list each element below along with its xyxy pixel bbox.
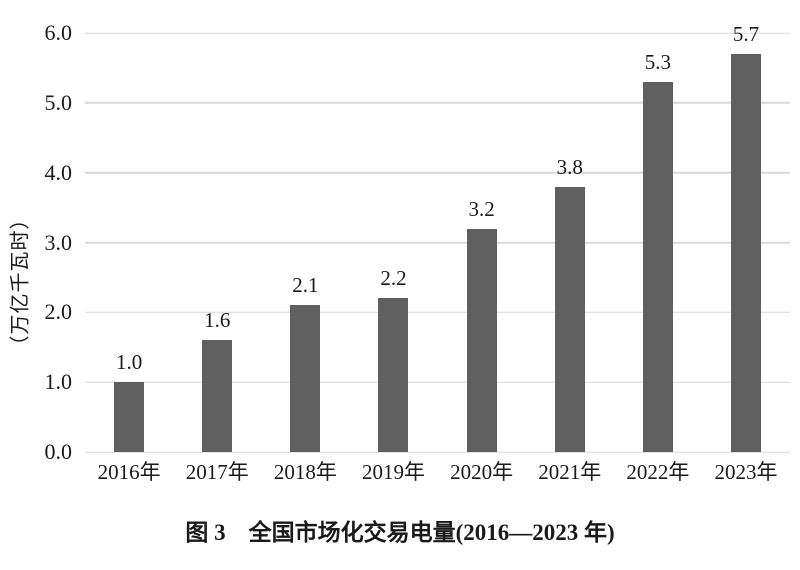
figure-caption: 图 3 全国市场化交易电量(2016—2023 年) xyxy=(185,520,615,545)
gridline xyxy=(85,102,790,104)
bar-value-label: 5.3 xyxy=(644,49,671,74)
bar-2020年 xyxy=(466,228,497,452)
bar-2022年 xyxy=(642,81,673,452)
x-tick-label: 2021年 xyxy=(538,460,602,484)
y-tick-label: 0.0 xyxy=(44,439,73,464)
bar-2018年 xyxy=(290,305,321,452)
gridline xyxy=(85,171,790,174)
y-tick-label: 2.0 xyxy=(44,299,73,325)
gridline xyxy=(85,311,790,314)
bar-value-label: 3.2 xyxy=(468,196,495,221)
bar-2021年 xyxy=(554,186,585,452)
gridline xyxy=(85,241,790,244)
y-tick-label: 6.0 xyxy=(44,20,73,45)
bar-slot: 2.1 xyxy=(261,33,349,452)
gridline xyxy=(85,32,790,34)
bar-value-label: 5.7 xyxy=(732,21,760,46)
y-tick-label: 5.0 xyxy=(44,89,73,115)
x-tick-label: 2023年 xyxy=(714,460,778,484)
bar-slot: 5.3 xyxy=(614,33,702,452)
y-tick-label: 4.0 xyxy=(44,159,73,185)
plot-area: 1.0 1.6 2.1 2.2 3.2 3.8 5.3 5.7 xyxy=(85,23,790,453)
bar-slot: 1.6 xyxy=(173,33,261,452)
bar-value-label: 2.2 xyxy=(380,266,407,291)
bar-value-label: 2.1 xyxy=(292,273,319,298)
x-tick-label: 2020年 xyxy=(450,460,514,484)
gridline xyxy=(85,451,790,453)
bar-value-label: 1.0 xyxy=(115,350,143,375)
gridline xyxy=(85,381,790,383)
x-tick-label: 2017年 xyxy=(185,460,249,484)
x-tick-label: 2022年 xyxy=(626,460,690,484)
x-tick-label: 2019年 xyxy=(361,460,425,484)
bar-2016年 xyxy=(114,382,145,452)
x-tick-label: 2018年 xyxy=(273,460,337,484)
bar-2023年 xyxy=(730,53,761,452)
bar-value-label: 1.6 xyxy=(204,308,231,333)
y-tick-label: 1.0 xyxy=(44,369,73,395)
bar-slot: 2.2 xyxy=(349,33,437,452)
bar-slot: 1.0 xyxy=(85,33,173,452)
bar-slot: 3.2 xyxy=(438,33,526,452)
bar-2017年 xyxy=(202,340,233,452)
y-tick-label: 3.0 xyxy=(44,229,73,255)
bar-slot: 3.8 xyxy=(526,33,614,452)
x-tick-label: 2016年 xyxy=(97,460,161,484)
y-axis-ticks: 0.0 1.0 2.0 3.0 4.0 5.0 6.0 xyxy=(0,22,73,463)
x-axis: 2016年 2017年 2018年 2019年 2020年 2021年 2022年 2023年 xyxy=(85,456,790,488)
bar-slot: 5.7 xyxy=(702,23,790,452)
bar-value-label: 3.8 xyxy=(556,154,583,179)
bar-2019年 xyxy=(378,298,409,452)
